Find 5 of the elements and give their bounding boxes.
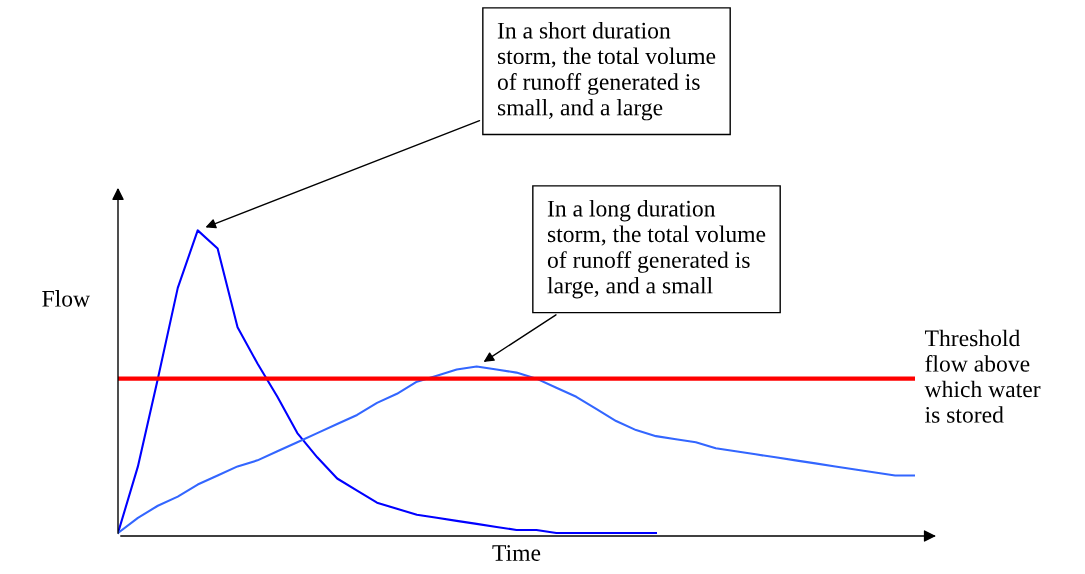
text: In a short duration storm, the total volume of runoff generated is small, and a large <box>497 22 716 121</box>
y-axis-title: Flow <box>42 290 90 307</box>
ref-line-label: Threshold flow above which water is stored <box>924 329 1041 423</box>
annotation: In a long duration storm, the total volume of runoff generated is large, and a small <box>547 200 766 299</box>
x-axis-title: Time <box>492 545 541 561</box>
